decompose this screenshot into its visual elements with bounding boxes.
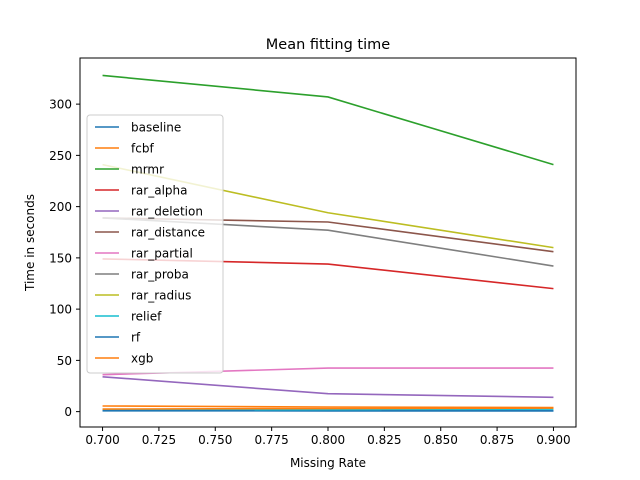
x-tick-label: 0.825 xyxy=(367,433,401,447)
legend-label-rar-radius: rar_radius xyxy=(131,289,191,303)
y-tick-label: 300 xyxy=(49,98,72,112)
x-axis: 0.700 0.725 0.750 0.775 0.800 0.825 0.850 0.875… xyxy=(85,427,571,447)
x-tick-label: 0.850 xyxy=(424,433,458,447)
legend-label-fcbf: fcbf xyxy=(131,142,154,156)
legend-label-rar-partial: rar_partial xyxy=(131,247,193,261)
y-tick-label: 100 xyxy=(49,303,72,317)
y-tick-label: 50 xyxy=(57,354,72,368)
legend-label-rar-deletion: rar_deletion xyxy=(131,205,203,219)
legend-label-rar-alpha: rar_alpha xyxy=(131,184,187,198)
x-tick-label: 0.800 xyxy=(311,433,345,447)
x-tick-label: 0.875 xyxy=(480,433,514,447)
series-line-relief xyxy=(102,408,554,411)
series-line-fcbf xyxy=(102,405,554,409)
y-tick-label: 200 xyxy=(49,200,72,214)
x-axis-label: Missing Rate xyxy=(290,456,366,470)
x-tick-label: 0.725 xyxy=(142,433,176,447)
legend-box xyxy=(86,114,224,374)
legend: baseline fcbf mrmr rar_alpha rar_deletionrar… xyxy=(86,114,224,374)
series-line-xgb xyxy=(102,407,554,410)
legend-label-rar-proba: rar_proba xyxy=(131,268,189,282)
x-tick-label: 0.700 xyxy=(85,433,119,447)
series-line-rar-deletion xyxy=(102,375,554,399)
legend-label-baseline: baseline xyxy=(131,121,181,135)
y-tick-label: 250 xyxy=(49,149,72,163)
chart-title: Mean fitting time xyxy=(266,37,390,53)
legend-label-xgb: xgb xyxy=(131,352,153,366)
legend-label-rar-distance: rar_distance xyxy=(131,226,205,240)
y-tick-label: 150 xyxy=(49,251,72,265)
y-axis: 0 50 100 150 200 250 300 xyxy=(49,98,80,419)
x-tick-label: 0.750 xyxy=(198,433,232,447)
x-tick-label: 0.900 xyxy=(536,433,570,447)
y-axis-label: Time in seconds xyxy=(23,194,37,292)
legend-label-rf: rf xyxy=(131,331,141,345)
legend-label-mrmr: mrmr xyxy=(131,163,164,177)
y-tick-label: 0 xyxy=(64,405,72,419)
legend-label-relief: relief xyxy=(131,310,162,324)
series-line-mrmr xyxy=(102,74,554,166)
x-tick-label: 0.775 xyxy=(254,433,288,447)
